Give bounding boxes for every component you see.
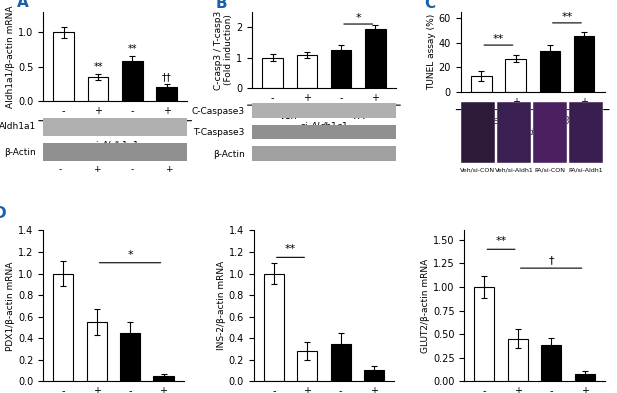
- Text: B: B: [216, 0, 228, 11]
- Text: **: **: [128, 44, 137, 54]
- Text: Aldh1a1: Aldh1a1: [0, 122, 36, 131]
- Bar: [297, 55, 317, 88]
- Text: β-Actin: β-Actin: [4, 148, 36, 157]
- Bar: [262, 58, 283, 88]
- Text: -: -: [59, 165, 62, 174]
- Bar: [505, 59, 526, 92]
- Text: Veh/si-Aldh1: Veh/si-Aldh1: [495, 167, 533, 173]
- FancyBboxPatch shape: [252, 146, 396, 161]
- Bar: [120, 333, 140, 381]
- Text: **: **: [495, 236, 507, 246]
- Text: PA: PA: [354, 111, 366, 121]
- Bar: [331, 50, 351, 88]
- Bar: [331, 343, 350, 381]
- Text: **: **: [93, 62, 103, 72]
- Bar: [263, 274, 284, 381]
- Bar: [539, 51, 560, 92]
- Bar: [122, 61, 143, 101]
- Text: T-Caspase3: T-Caspase3: [193, 129, 245, 137]
- FancyBboxPatch shape: [497, 103, 531, 163]
- Text: Veh: Veh: [279, 111, 297, 121]
- Bar: [54, 32, 74, 101]
- Text: +: +: [165, 165, 172, 174]
- Bar: [53, 274, 73, 381]
- FancyBboxPatch shape: [252, 103, 396, 118]
- Text: si-$\it{Aldh1a1}$: si-$\it{Aldh1a1}$: [91, 139, 139, 150]
- Y-axis label: PDX1/β-actin mRNA: PDX1/β-actin mRNA: [6, 261, 15, 351]
- Text: PA/si-Aldh1: PA/si-Aldh1: [569, 167, 603, 173]
- Bar: [364, 371, 384, 381]
- Y-axis label: C-casp3 / T-casp3
(Fold induction): C-casp3 / T-casp3 (Fold induction): [214, 11, 233, 90]
- Bar: [365, 29, 386, 88]
- FancyBboxPatch shape: [43, 143, 187, 161]
- Bar: [474, 287, 494, 381]
- Y-axis label: Aldh1a1/β-actin mRNA: Aldh1a1/β-actin mRNA: [6, 5, 15, 108]
- Bar: [574, 374, 595, 381]
- FancyBboxPatch shape: [532, 103, 567, 163]
- Text: +: +: [93, 165, 100, 174]
- FancyBboxPatch shape: [461, 103, 495, 163]
- Text: **: **: [285, 244, 296, 254]
- Text: †: †: [549, 255, 554, 265]
- Y-axis label: TUNEL assay (%): TUNEL assay (%): [427, 14, 436, 90]
- Text: PA: PA: [145, 128, 157, 138]
- Bar: [297, 351, 317, 381]
- Text: Veh/si-CON: Veh/si-CON: [460, 167, 495, 173]
- Bar: [541, 345, 561, 381]
- Text: Veh: Veh: [487, 116, 506, 126]
- Bar: [86, 322, 107, 381]
- Bar: [471, 76, 492, 92]
- Text: D: D: [0, 206, 7, 221]
- Y-axis label: GLUT2/β-actin mRNA: GLUT2/β-actin mRNA: [421, 259, 430, 353]
- Text: A: A: [17, 0, 29, 10]
- Text: ††: ††: [162, 72, 172, 82]
- FancyBboxPatch shape: [569, 103, 603, 163]
- Text: PA/si-CON: PA/si-CON: [534, 167, 565, 173]
- Text: C-Caspase3: C-Caspase3: [192, 107, 245, 116]
- FancyBboxPatch shape: [43, 118, 187, 136]
- Text: **: **: [561, 12, 573, 22]
- Y-axis label: INS-2/β-actin mRNA: INS-2/β-actin mRNA: [217, 261, 226, 351]
- Text: si-$\it{Aldh1a1}$: si-$\it{Aldh1a1}$: [508, 126, 557, 137]
- Bar: [154, 376, 173, 381]
- Text: si-$\it{Aldh1a1}$: si-$\it{Aldh1a1}$: [300, 120, 348, 131]
- Text: -: -: [131, 165, 134, 174]
- Text: *: *: [355, 13, 361, 23]
- Bar: [574, 37, 594, 92]
- Bar: [156, 87, 177, 101]
- FancyBboxPatch shape: [252, 125, 396, 140]
- Text: **: **: [493, 35, 504, 44]
- Text: β-Actin: β-Actin: [213, 150, 245, 158]
- Bar: [508, 339, 528, 381]
- Text: C: C: [424, 0, 436, 11]
- Text: PA: PA: [563, 116, 574, 126]
- Text: Veh: Veh: [70, 128, 88, 138]
- Bar: [88, 77, 109, 101]
- Text: *: *: [127, 250, 133, 260]
